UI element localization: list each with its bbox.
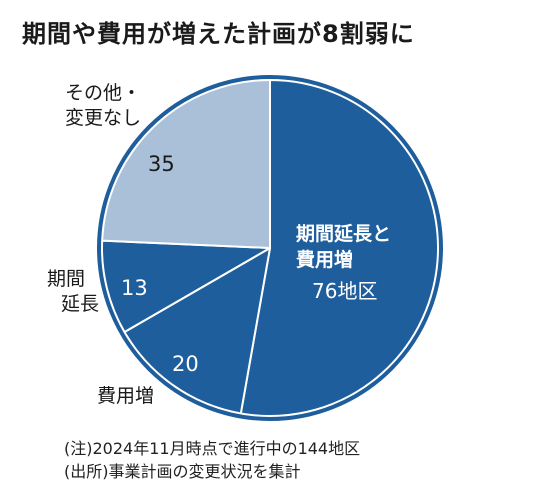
note-line-2: (出所)事業計画の変更状況を集計 [64, 462, 301, 481]
slice-kikan [101, 239, 271, 333]
slice-other [101, 79, 271, 249]
outside-label-kikan-line2: 延長 [61, 293, 99, 315]
outside-label-hiyou: 費用増 [97, 385, 154, 407]
outside-label-other-line1: その他・ [65, 82, 141, 104]
slice-value-other: 35 [148, 152, 175, 176]
slice-value-kikan: 13 [121, 276, 148, 300]
pie-slices [97, 75, 443, 421]
outside-label-other-line2: 変更なし [65, 107, 141, 129]
chart-notes: (注)2024年11月時点で進行中の144地区 (出所)事業計画の変更状況を集計 [64, 437, 360, 483]
chart-title: 期間や費用が増えた計画が8割弱に [22, 20, 415, 48]
slice-value-hiyou: 20 [172, 352, 199, 376]
pie-outline [97, 75, 443, 421]
outside-label-kikan-line1: 期間 [47, 268, 85, 290]
slice-label-main-line2: 費用増 [296, 248, 353, 271]
slice-label-main-line1: 期間延長と [296, 223, 391, 245]
slice-value-main: 76地区 [312, 279, 377, 303]
note-line-1: (注)2024年11月時点で進行中の144地区 [64, 439, 361, 458]
slice-hiyou [123, 247, 271, 415]
slice-kikan-hiyou [239, 79, 439, 417]
